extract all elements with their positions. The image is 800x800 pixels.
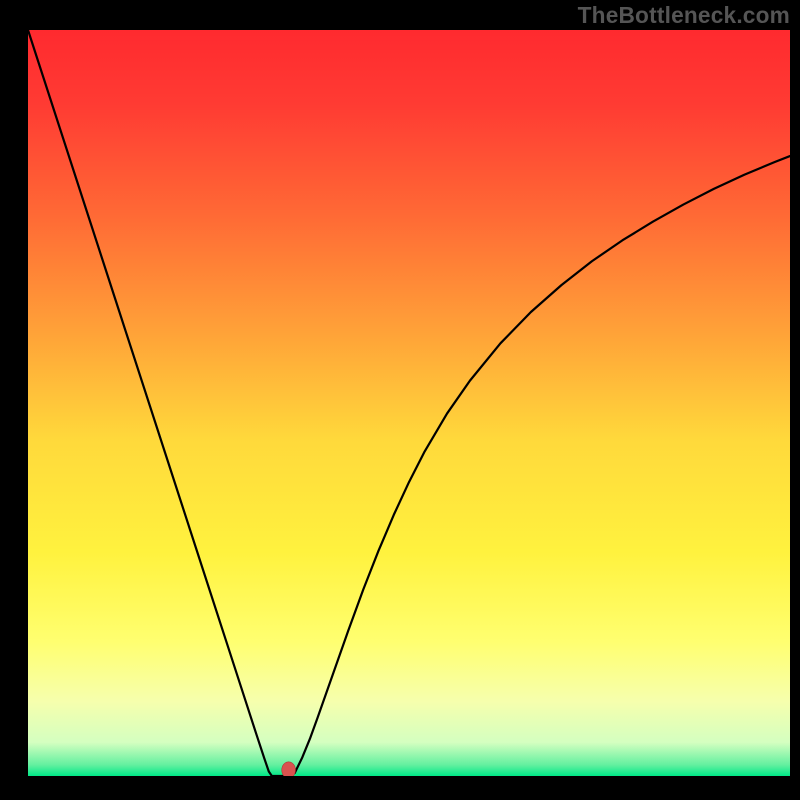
chart-frame: TheBottleneck.com <box>0 0 800 800</box>
optimal-point-marker <box>282 762 296 776</box>
plot-area <box>28 30 790 776</box>
plot-background <box>28 30 790 776</box>
plot-svg <box>28 30 790 776</box>
watermark-text: TheBottleneck.com <box>578 2 790 29</box>
